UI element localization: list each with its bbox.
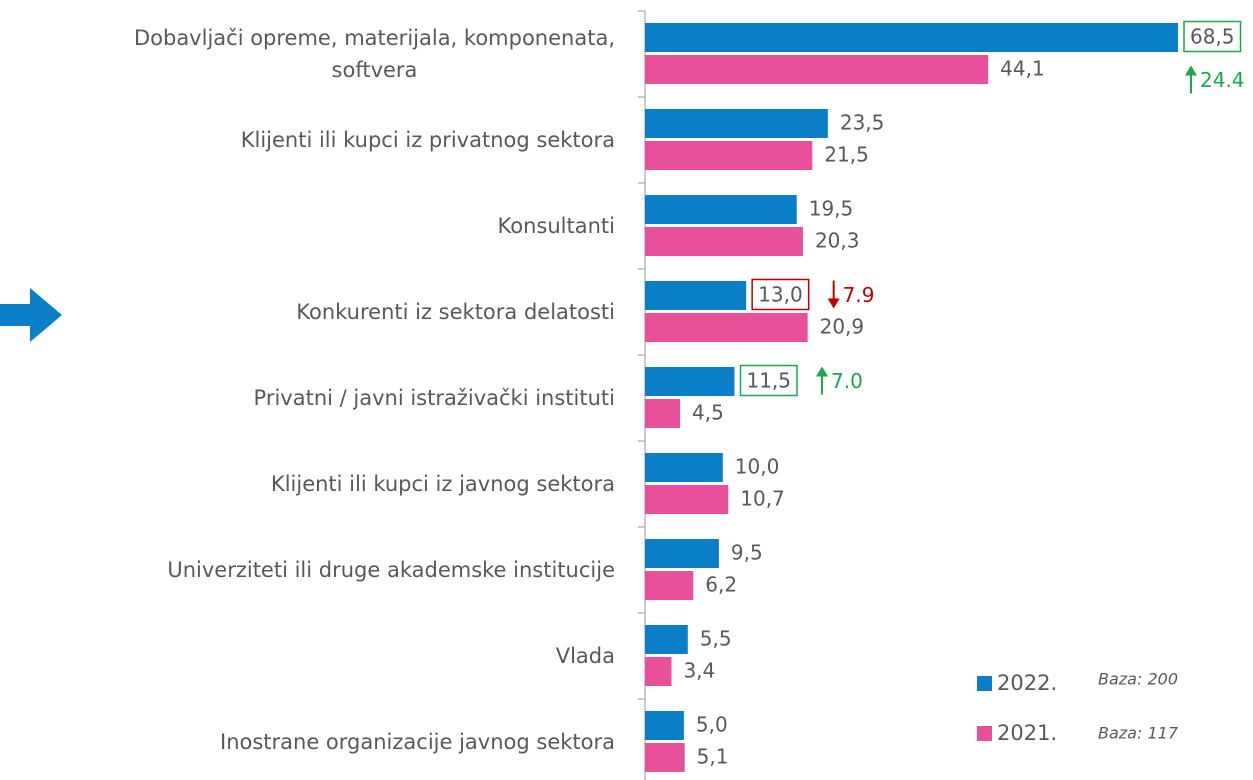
bar [645, 109, 828, 138]
bar [645, 399, 681, 428]
bar [645, 485, 729, 514]
bar [645, 55, 989, 84]
value-label: 10,7 [740, 487, 785, 511]
bar [645, 141, 813, 170]
annotation-arrowhead [827, 298, 840, 309]
highlight-box [751, 278, 810, 311]
value-label: 19,5 [809, 197, 854, 221]
value-label: 10,0 [735, 455, 780, 479]
bar [645, 195, 797, 224]
value-label: 44,1 [1000, 57, 1045, 81]
legend-note: Baza: 200 [1098, 670, 1178, 689]
value-label: 3,4 [683, 659, 715, 683]
annotation-text: 7.0 [831, 369, 863, 393]
bar [645, 227, 803, 256]
annotation-arrowhead [1185, 65, 1197, 76]
value-label: 9,5 [731, 541, 763, 565]
category-label: Inostrane organizacije javnog sektora [220, 730, 615, 754]
legend-swatch [977, 726, 992, 741]
highlight-box [1183, 20, 1242, 53]
bar [645, 625, 688, 654]
bar [645, 657, 672, 686]
bar [645, 367, 735, 396]
value-label: 13,0 [758, 283, 803, 307]
category-label: Konkurenti iz sektora delatosti [296, 300, 615, 324]
bar [645, 281, 747, 310]
value-label: 21,5 [824, 143, 869, 167]
bar [645, 571, 694, 600]
bar [645, 453, 723, 482]
category-label: Vlada [555, 644, 615, 668]
category-label: Konsultanti [497, 214, 615, 238]
bar [645, 23, 1178, 52]
bar [645, 711, 684, 740]
value-label: 20,9 [820, 315, 865, 339]
category-label: Klijenti ili kupci iz javnog sektora [270, 472, 615, 496]
value-label: 23,5 [840, 111, 885, 135]
bar [645, 539, 719, 568]
category-label: Privatni / javni istraživački instituti [253, 386, 615, 410]
annotation-arrowhead [816, 366, 829, 377]
legend-swatch [977, 676, 992, 691]
annotation-text: 24.4 [1200, 68, 1245, 92]
value-label: 5,5 [700, 627, 732, 651]
pointer-arrow [0, 288, 62, 342]
value-label: 5,1 [697, 745, 729, 769]
category-label: Dobavljači opreme, materijala, komponena… [133, 26, 615, 82]
bar [645, 313, 808, 342]
legend-label: 2021. [997, 721, 1057, 745]
category-label: Univerziteti ili druge akademske institu… [167, 558, 615, 582]
bar [645, 743, 685, 772]
highlight-box [739, 364, 798, 397]
value-label: 68,5 [1190, 25, 1235, 49]
value-label: 11,5 [746, 369, 791, 393]
value-label: 5,0 [696, 713, 728, 737]
annotation-text: 7.9 [843, 283, 875, 307]
value-label: 6,2 [705, 573, 737, 597]
category-label: Klijenti ili kupci iz privatnog sektora [240, 128, 615, 152]
legend-note: Baza: 117 [1098, 724, 1179, 743]
value-label: 4,5 [692, 401, 724, 425]
value-label: 20,3 [815, 229, 860, 253]
legend-label: 2022. [997, 671, 1057, 695]
